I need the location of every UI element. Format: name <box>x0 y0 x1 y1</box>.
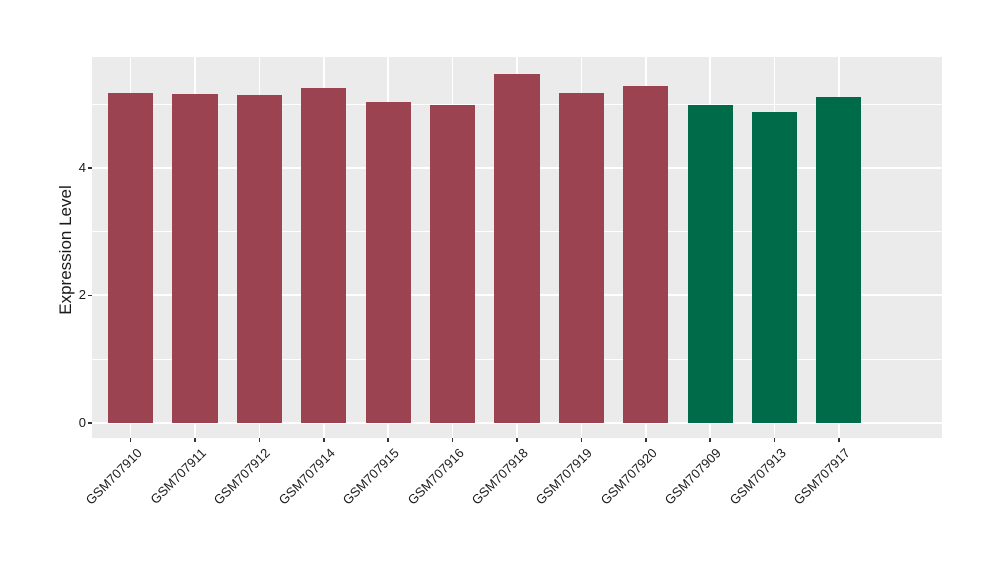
x-tick-label: GSM707910 <box>82 445 145 508</box>
x-tick-label: GSM707911 <box>147 445 209 507</box>
y-tick-mark <box>88 167 92 169</box>
x-tick-mark <box>516 438 518 442</box>
x-tick-mark <box>387 438 389 442</box>
bar-GSM707910 <box>108 92 154 423</box>
bar-GSM707913 <box>752 111 798 423</box>
y-tick-label: 0 <box>78 415 86 430</box>
x-tick-label: GSM707914 <box>275 445 338 508</box>
x-tick-mark <box>129 438 132 442</box>
bar-GSM707919 <box>558 93 604 423</box>
x-tick-label: GSM707915 <box>339 445 403 508</box>
bar-GSM707916 <box>430 105 476 423</box>
x-tick-label: GSM707913 <box>726 445 789 508</box>
x-tick-mark <box>580 438 583 442</box>
x-tick-mark <box>645 438 647 442</box>
x-tick-label: GSM707909 <box>661 445 725 508</box>
x-tick-mark <box>323 438 325 442</box>
y-tick-label: 4 <box>78 159 86 175</box>
x-tick-mark <box>258 438 261 442</box>
bar-GSM707911 <box>172 93 218 423</box>
y-tick-label: 2 <box>78 287 86 303</box>
x-tick-label: GSM707917 <box>790 445 853 508</box>
y-tick-mark <box>88 422 92 424</box>
plot-panel <box>92 57 942 438</box>
x-tick-mark <box>451 438 454 442</box>
x-tick-mark <box>194 438 196 442</box>
x-tick-label: GSM707912 <box>211 445 274 508</box>
x-tick-mark <box>838 438 840 442</box>
bar-GSM707918 <box>494 74 540 423</box>
x-tick-mark <box>709 438 711 442</box>
x-tick-label: GSM707916 <box>404 445 467 508</box>
y-tick-mark <box>88 294 92 297</box>
bar-GSM707917 <box>816 96 862 423</box>
bar-GSM707912 <box>236 95 282 423</box>
x-tick-label: GSM707920 <box>597 445 660 508</box>
x-tick-label: GSM707918 <box>468 445 531 508</box>
bar-GSM707909 <box>687 105 733 423</box>
x-tick-label: GSM707919 <box>533 445 596 508</box>
bar-GSM707914 <box>301 87 347 423</box>
bar-GSM707920 <box>623 86 669 423</box>
bar-GSM707915 <box>365 101 411 423</box>
x-tick-mark <box>773 438 776 442</box>
